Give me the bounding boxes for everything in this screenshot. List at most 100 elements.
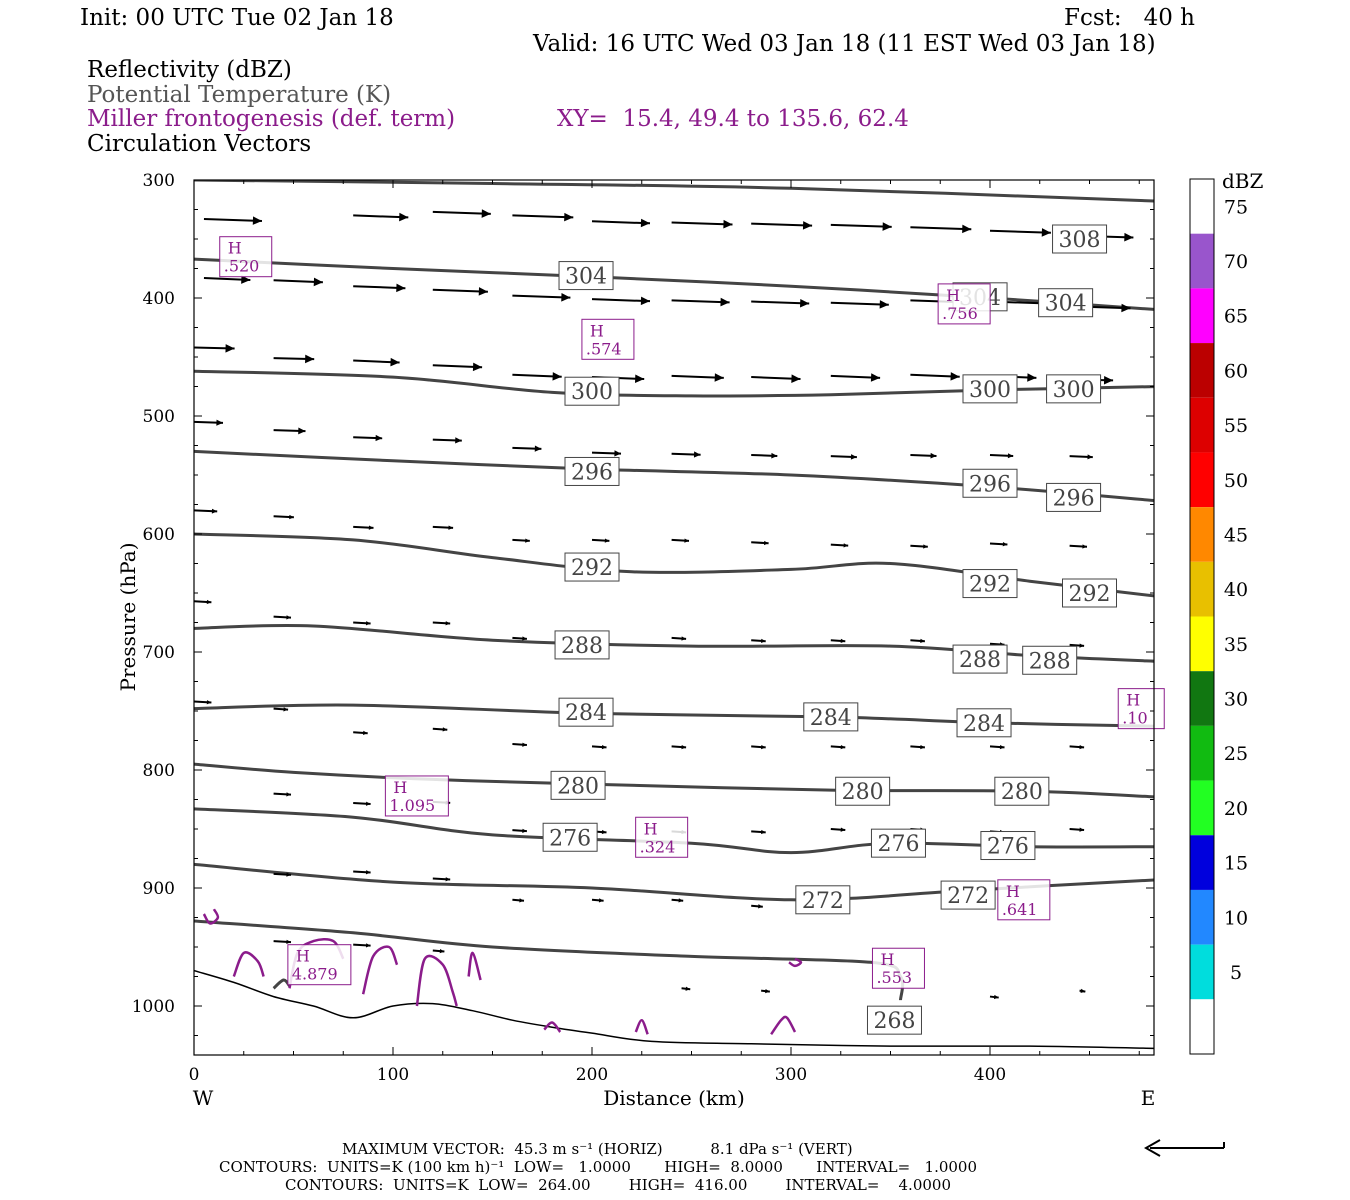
svg-text:272: 272 <box>947 884 989 909</box>
x-axis-east-label: E <box>1141 1086 1156 1110</box>
y-tick-label: 600 <box>143 525 175 545</box>
svg-text:296: 296 <box>969 472 1011 497</box>
theta-label-304: 304 <box>558 261 614 291</box>
colorbar-swatch <box>1190 889 1214 945</box>
svg-text:288: 288 <box>959 648 1001 673</box>
circulation-vector <box>512 372 562 381</box>
fronto-contour-0 <box>202 908 220 925</box>
svg-text:H: H <box>946 286 960 305</box>
circulation-vector <box>512 742 527 747</box>
x-tick-label: 300 <box>775 1065 807 1085</box>
circulation-vector <box>751 829 766 835</box>
colorbar-label: 40 <box>1224 579 1248 601</box>
theta-label-300: 300 <box>1046 374 1102 404</box>
svg-text:276: 276 <box>987 835 1029 860</box>
fronto-contour-6 <box>543 1021 562 1033</box>
svg-text:296: 296 <box>571 460 613 485</box>
circulation-vector <box>671 898 684 903</box>
colorbar-label: 35 <box>1224 634 1248 656</box>
circulation-vector <box>273 939 292 944</box>
legend-theta: Potential Temperature (K) <box>87 82 392 108</box>
y-tick-label: 400 <box>143 289 175 309</box>
svg-text:304: 304 <box>1045 292 1087 317</box>
y-tick-label: 300 <box>143 171 175 191</box>
fronto-contour-9 <box>788 957 803 968</box>
fronto-contour-1 <box>232 951 265 977</box>
circulation-vector <box>751 744 766 750</box>
colorbar-label: 50 <box>1224 470 1248 492</box>
circulation-vector <box>194 700 212 705</box>
svg-text:280: 280 <box>842 780 884 805</box>
circulation-vector <box>1079 988 1086 993</box>
circulation-vector <box>273 707 289 712</box>
circulation-vector <box>671 538 690 543</box>
circulation-vector <box>353 943 371 948</box>
circulation-vector <box>671 373 724 382</box>
fronto-contour-3 <box>361 945 399 995</box>
circulation-vector <box>989 542 1008 547</box>
circulation-vector <box>830 744 846 750</box>
circulation-vector <box>989 994 999 1000</box>
circulation-vector <box>273 277 323 287</box>
y-tick-label: 700 <box>143 643 175 663</box>
fronto-max-label: H1.095 <box>384 775 449 817</box>
colorbar-swatch <box>1190 616 1214 672</box>
circulation-vector <box>194 599 212 605</box>
theta-label-296: 296 <box>1046 482 1102 512</box>
theta-contour-264 <box>272 978 291 990</box>
theta-label-300: 300 <box>962 374 1018 404</box>
theta-label-292: 292 <box>564 552 620 582</box>
svg-text:300: 300 <box>1053 378 1095 403</box>
y-tick-label: 500 <box>143 407 175 427</box>
circulation-vector <box>432 209 491 218</box>
init-time: Init: 00 UTC Tue 02 Jan 18 <box>80 5 394 31</box>
colorbar-label: 55 <box>1224 415 1248 437</box>
circulation-vector <box>432 727 448 732</box>
circulation-vector <box>353 525 374 530</box>
terrain-line <box>194 969 1154 1050</box>
circulation-vector <box>353 621 371 626</box>
svg-text:280: 280 <box>557 774 599 799</box>
circulation-vector <box>1069 454 1093 460</box>
axes: 300 400 500 600 700 800 900 1000 0 100 200 300 400 <box>132 171 1154 1085</box>
svg-text:284: 284 <box>963 712 1005 737</box>
svg-text:288: 288 <box>561 634 603 659</box>
colorbar-title: dBZ <box>1222 169 1264 193</box>
circulation-vector <box>591 538 610 543</box>
colorbar-swatch <box>1190 671 1214 726</box>
theta-label-296: 296 <box>564 456 620 486</box>
circulation-vector <box>751 904 763 909</box>
circulation-vector <box>512 293 571 302</box>
x-axis-west-label: W <box>193 1086 214 1110</box>
colorbar-label: 70 <box>1224 251 1248 273</box>
circulation-vector <box>830 638 846 644</box>
colorbar-swatch <box>1190 561 1214 617</box>
fronto-max-label: H.574 <box>581 318 635 360</box>
circulation-vector <box>910 372 960 381</box>
circulation-vector <box>512 538 530 543</box>
colorbar-label: 65 <box>1224 306 1248 328</box>
theta-label-280: 280 <box>550 770 606 800</box>
legend-frontogenesis: Miller frontogenesis (def. term) <box>87 106 456 132</box>
colorbar-swatch <box>1190 452 1214 508</box>
theta-label-276: 276 <box>870 828 926 858</box>
theta-label-288: 288 <box>1022 645 1078 675</box>
svg-text:.324: .324 <box>640 837 676 856</box>
colorbar-label: 15 <box>1224 853 1248 875</box>
circulation-vector <box>273 514 294 520</box>
circulation-vector <box>353 730 368 736</box>
svg-text:.553: .553 <box>876 968 912 987</box>
circulation-vector <box>751 298 810 308</box>
theta-label-284: 284 <box>558 697 614 727</box>
theta-contour-note: CONTOURS: UNITS=K LOW= 264.00 HIGH= 416.… <box>285 1176 951 1194</box>
svg-text:H: H <box>644 819 658 838</box>
y-tick-label: 1000 <box>132 997 175 1017</box>
circulation-vector <box>203 216 262 225</box>
fronto-contour-8 <box>770 1015 797 1036</box>
circulation-vector <box>353 870 371 875</box>
colorbar-label: 30 <box>1224 689 1248 711</box>
svg-text:284: 284 <box>810 706 852 731</box>
svg-text:300: 300 <box>969 378 1011 403</box>
circulation-vector <box>751 374 801 383</box>
